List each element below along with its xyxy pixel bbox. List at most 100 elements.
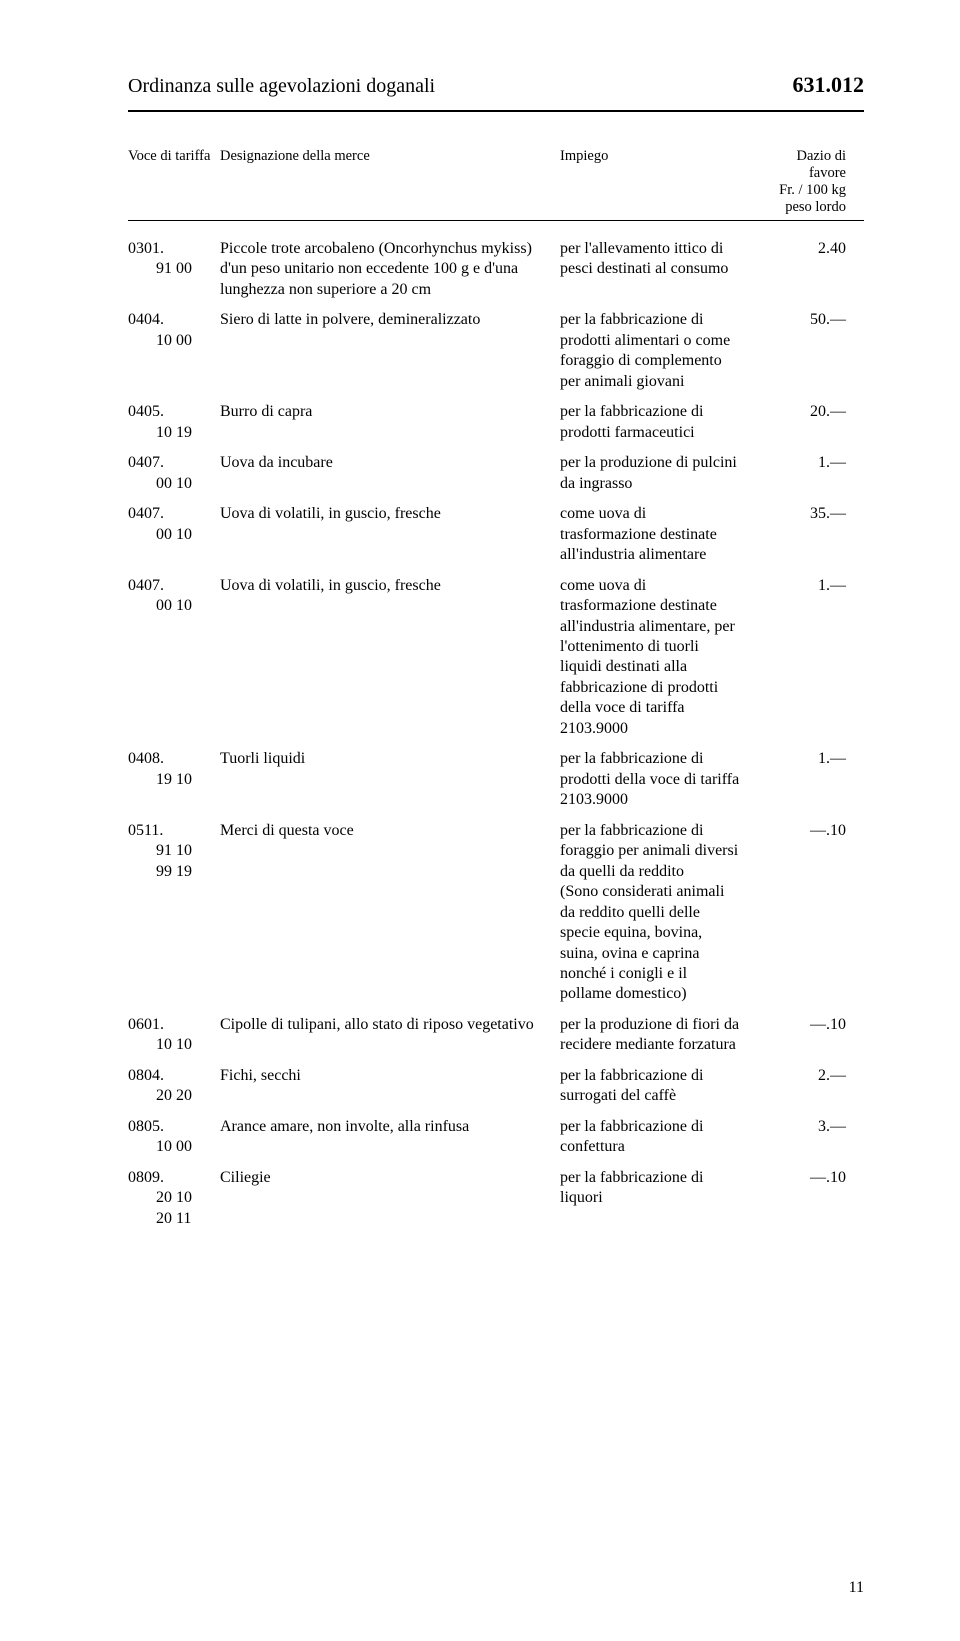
code-line: 10 19: [128, 423, 220, 443]
page-number: 11: [849, 1579, 864, 1597]
cell-duty: 50.—: [750, 310, 846, 392]
cell-duty: 1.—: [750, 453, 846, 494]
code-line: 0601.: [128, 1015, 220, 1035]
header-code: 631.012: [793, 72, 865, 98]
code-line: 0804.: [128, 1066, 220, 1086]
cell-code: 0408.19 10: [128, 749, 220, 810]
cell-code: 0404.10 00: [128, 310, 220, 392]
cell-use: per la fabbricazione di confettura: [560, 1117, 750, 1158]
table-row: 0804.20 20Fichi, secchiper la fabbricazi…: [128, 1066, 864, 1107]
cell-duty: —.10: [750, 821, 846, 1005]
cell-description: Cipolle di tulipani, allo stato di ripos…: [220, 1015, 560, 1056]
code-line: 0407.: [128, 576, 220, 596]
cell-description: Piccole trote arcobaleno (Oncorhynchus m…: [220, 239, 560, 300]
cell-use: come uova di trasformazione destinate al…: [560, 576, 750, 740]
cell-use: per la produzione di fiori da recidere m…: [560, 1015, 750, 1056]
cell-duty: 2.40: [750, 239, 846, 300]
cell-duty: 2.—: [750, 1066, 846, 1107]
header-subrule: [128, 220, 864, 221]
col-head-dazio-l2: favore: [750, 165, 846, 182]
cell-use: per la produzione di pulcini da ingrasso: [560, 453, 750, 494]
table-row: 0407.00 10Uova di volatili, in guscio, f…: [128, 576, 864, 740]
cell-description: Uova di volatili, in guscio, fresche: [220, 576, 560, 740]
cell-duty: —.10: [750, 1015, 846, 1056]
cell-code: 0511.91 1099 19: [128, 821, 220, 1005]
cell-duty: —.10: [750, 1168, 846, 1229]
cell-use: per la fabbricazione di prodotti della v…: [560, 749, 750, 810]
cell-code: 0601.10 10: [128, 1015, 220, 1056]
cell-use: per la fabbricazione di liquori: [560, 1168, 750, 1229]
cell-duty: 1.—: [750, 749, 846, 810]
col-head-dazio-l3: Fr. / 100 kg: [750, 182, 846, 199]
cell-description: Siero di latte in polvere, demineralizza…: [220, 310, 560, 392]
code-line: 00 10: [128, 525, 220, 545]
cell-description: Fichi, secchi: [220, 1066, 560, 1107]
cell-description: Merci di questa voce: [220, 821, 560, 1005]
table-row: 0511.91 1099 19Merci di questa voceper l…: [128, 821, 864, 1005]
cell-code: 0407.00 10: [128, 576, 220, 740]
table-row: 0404.10 00Siero di latte in polvere, dem…: [128, 310, 864, 392]
cell-description: Burro di capra: [220, 402, 560, 443]
table-row: 0408.19 10Tuorli liquidiper la fabbricaz…: [128, 749, 864, 810]
code-line: 0405.: [128, 402, 220, 422]
table-row: 0407.00 10Uova da incubareper la produzi…: [128, 453, 864, 494]
code-line: 00 10: [128, 474, 220, 494]
col-head-merce: Designazione della merce: [220, 148, 560, 216]
page-header: Ordinanza sulle agevolazioni doganali 63…: [128, 72, 864, 98]
table-row: 0407.00 10Uova di volatili, in guscio, f…: [128, 504, 864, 565]
table-row: 0405.10 19Burro di capraper la fabbricaz…: [128, 402, 864, 443]
cell-duty: 20.—: [750, 402, 846, 443]
code-line: 10 00: [128, 1137, 220, 1157]
code-line: 0805.: [128, 1117, 220, 1137]
cell-description: Uova da incubare: [220, 453, 560, 494]
code-line: 0407.: [128, 453, 220, 473]
cell-duty: 3.—: [750, 1117, 846, 1158]
code-line: 0404.: [128, 310, 220, 330]
cell-code: 0405.10 19: [128, 402, 220, 443]
cell-description: Tuorli liquidi: [220, 749, 560, 810]
table-row: 0809.20 1020 11Ciliegieper la fabbricazi…: [128, 1168, 864, 1229]
cell-code: 0805.10 00: [128, 1117, 220, 1158]
cell-description: Ciliegie: [220, 1168, 560, 1229]
code-line: 00 10: [128, 596, 220, 616]
cell-duty: 35.—: [750, 504, 846, 565]
cell-use: per la fabbricazione di prodotti aliment…: [560, 310, 750, 392]
column-headers: Voce di tariffa Designazione della merce…: [128, 148, 864, 216]
code-line: 0407.: [128, 504, 220, 524]
cell-use: per la fabbricazione di foraggio per ani…: [560, 821, 750, 1005]
cell-code: 0804.20 20: [128, 1066, 220, 1107]
code-line: 91 10: [128, 841, 220, 861]
code-line: 0809.: [128, 1168, 220, 1188]
col-head-impiego: Impiego: [560, 148, 750, 216]
cell-code: 0407.00 10: [128, 504, 220, 565]
table-row: 0601.10 10Cipolle di tulipani, allo stat…: [128, 1015, 864, 1056]
cell-use: per la fabbricazione di surrogati del ca…: [560, 1066, 750, 1107]
col-head-tariffa: Voce di tariffa: [128, 148, 220, 216]
code-line: 10 00: [128, 331, 220, 351]
header-title: Ordinanza sulle agevolazioni doganali: [128, 75, 435, 98]
col-head-dazio: Dazio di favore Fr. / 100 kg peso lordo: [750, 148, 846, 216]
header-rule: [128, 110, 864, 112]
code-line: 20 11: [128, 1209, 220, 1229]
code-line: 0301.: [128, 239, 220, 259]
cell-code: 0301.91 00: [128, 239, 220, 300]
code-line: 20 20: [128, 1086, 220, 1106]
cell-code: 0809.20 1020 11: [128, 1168, 220, 1229]
col-head-dazio-l4: peso lordo: [750, 199, 846, 216]
code-line: 20 10: [128, 1188, 220, 1208]
cell-use: per l'allevamento ittico di pesci destin…: [560, 239, 750, 300]
cell-code: 0407.00 10: [128, 453, 220, 494]
cell-description: Uova di volatili, in guscio, fresche: [220, 504, 560, 565]
page: Ordinanza sulle agevolazioni doganali 63…: [0, 0, 960, 1641]
table-row: 0805.10 00Arance amare, non involte, all…: [128, 1117, 864, 1158]
code-line: 91 00: [128, 259, 220, 279]
cell-duty: 1.—: [750, 576, 846, 740]
code-line: 10 10: [128, 1035, 220, 1055]
col-head-dazio-l1: Dazio di: [750, 148, 846, 165]
table-body: 0301.91 00Piccole trote arcobaleno (Onco…: [128, 239, 864, 1229]
table-row: 0301.91 00Piccole trote arcobaleno (Onco…: [128, 239, 864, 300]
cell-description: Arance amare, non involte, alla rinfusa: [220, 1117, 560, 1158]
code-line: 0511.: [128, 821, 220, 841]
cell-use: come uova di trasformazione destinate al…: [560, 504, 750, 565]
code-line: 99 19: [128, 862, 220, 882]
